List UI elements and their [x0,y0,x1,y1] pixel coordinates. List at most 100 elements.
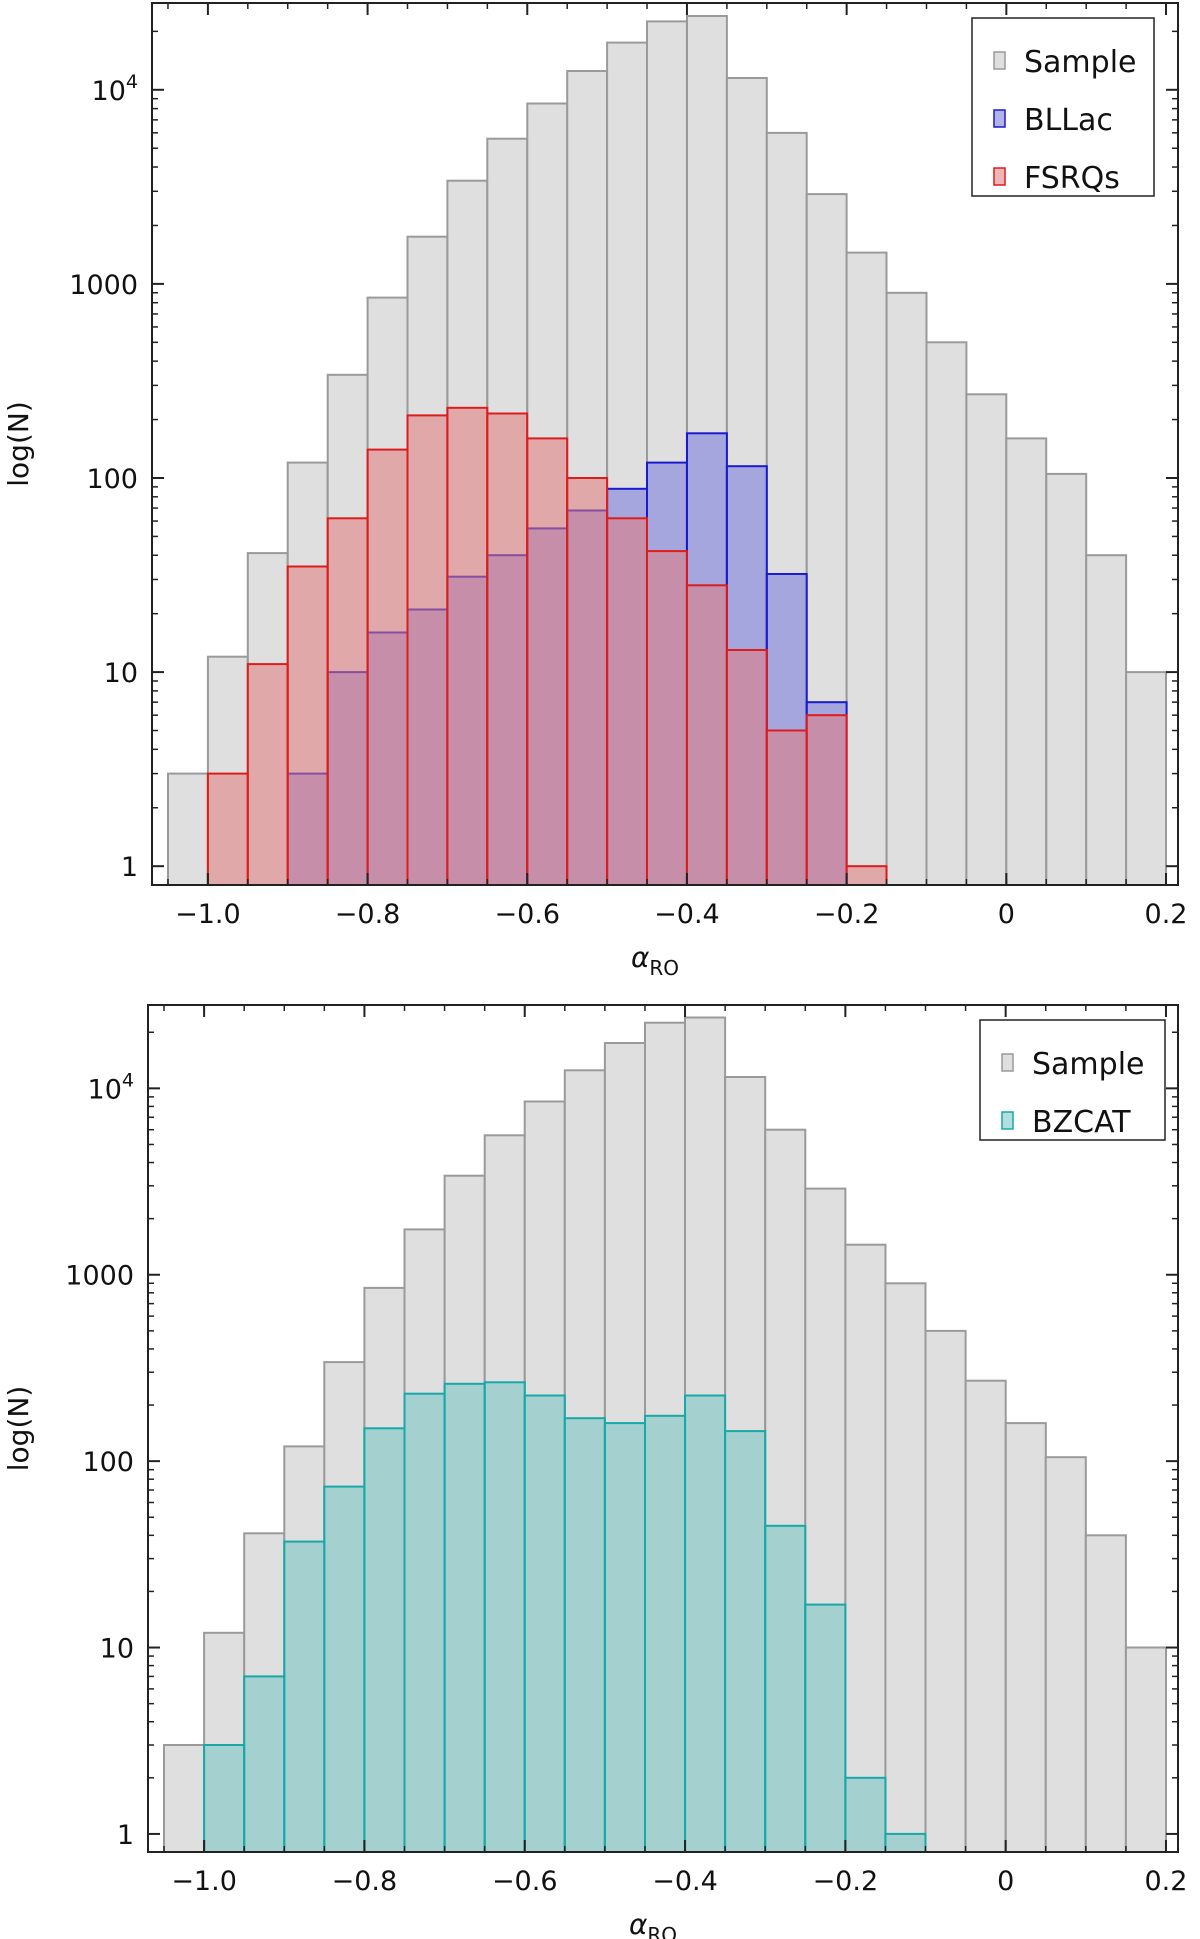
bar-sample [163,1744,206,1853]
bar-sample [1044,1456,1087,1853]
bar-sample [167,772,209,886]
bar-bzcat [283,1540,326,1853]
chart-panel-2: −1.0 −0.8 −0.6 −0.4 −0.2 0 0.2 1 10 100 1000 104 αRO… [2,1004,1188,1939]
y-tick-label: 100 [86,464,138,495]
y-tick-label: 1000 [65,1261,134,1292]
bar-sample [924,1329,967,1853]
bar-sample [925,341,968,886]
y-tick-label: 10 [104,658,138,689]
x-axis-label: αRO [631,941,679,980]
legend: Sample BZCAT [979,1019,1166,1141]
series-fsrqs [206,406,888,887]
x-tick-label: −0.8 [335,899,401,930]
bar-sample [1085,554,1128,886]
legend-label-fsrqs: FSRQs [1024,161,1120,196]
bar-bzcat [804,1603,847,1853]
legend-label-sample: Sample [1032,1047,1145,1082]
bar-bzcat [724,1430,767,1853]
bar-bzcat [363,1427,406,1854]
x-tick-label: −0.6 [494,899,560,930]
bar-fsrqs [246,663,289,886]
bar-sample [965,393,1008,886]
legend-swatch-bzcat [1001,1111,1014,1130]
x-tick-label: −0.2 [813,1866,879,1897]
bar-sample [964,1379,1007,1853]
x-tick-label: −0.6 [492,1866,558,1897]
bar-fsrqs [446,406,489,886]
y-tick-label: 1000 [69,270,138,301]
x-tick-label: 0 [998,899,1015,930]
series-bzcat [203,1381,927,1854]
bar-sample [844,1243,887,1853]
bar-bzcat [523,1394,566,1853]
x-tick-label: −0.8 [332,1866,398,1897]
bar-sample [1045,472,1088,886]
bar-sample [884,1282,927,1854]
legend-label-sample: Sample [1024,45,1137,80]
bar-fsrqs [206,772,249,886]
legend-box [971,17,1155,197]
bar-sample [845,251,888,887]
bar-fsrqs [606,517,648,886]
chart-panel-1: −1.0 −0.8 −0.6 −0.4 −0.2 0 0.2 1 10 100 1000 104 αRO… [2,2,1188,980]
y-tick-label: 104 [92,71,138,107]
x-tick-label: −0.2 [814,899,880,930]
bar-fsrqs [286,565,329,886]
x-tick-label: −1.0 [171,1866,237,1897]
legend-swatch-sample [993,51,1006,70]
y-tick-label: 104 [88,1069,134,1105]
x-tick-label: −0.4 [652,1866,718,1897]
legend-swatch-sample [1001,1053,1014,1072]
legend-label-bllac: BLLac [1024,103,1113,138]
legend-swatch-bllac [993,109,1006,128]
bar-fsrqs [366,448,409,886]
bar-bzcat [563,1417,606,1853]
y-tick-label: 100 [82,1447,134,1478]
bar-bzcat [403,1392,446,1853]
bar-bzcat [203,1744,246,1853]
bar-fsrqs [646,550,688,886]
y-tick-label: 10 [100,1634,134,1665]
plot-frame [147,1004,1179,1853]
bar-fsrqs [725,649,768,886]
legend-swatch-fsrqs [993,167,1006,186]
bar-fsrqs [526,437,569,886]
bar-bzcat [764,1524,807,1854]
bar-bzcat [644,1414,687,1854]
bar-sample [1004,1422,1047,1853]
x-tick-label: −0.4 [654,899,720,930]
bar-fsrqs [486,412,529,886]
bar-fsrqs [686,584,728,886]
bar-fsrqs [845,865,888,887]
bar-bzcat [844,1776,887,1854]
y-axis-label: log(N) [2,401,35,486]
bar-fsrqs [326,517,369,886]
bar-fsrqs [406,414,449,886]
x-tick-label: 0.2 [1145,899,1188,930]
bar-bzcat [323,1485,366,1853]
bar-fsrqs [566,477,609,886]
bar-bzcat [443,1382,486,1854]
bar-fsrqs [765,729,808,886]
y-tick-label: 1 [117,1820,134,1851]
bar-sample [1084,1534,1127,1854]
legend-label-bzcat: BZCAT [1032,1105,1131,1140]
bar-bzcat [684,1394,727,1853]
bar-bzcat [603,1422,647,1853]
x-axis-label: αRO [629,1908,677,1939]
y-axis-label: log(N) [2,1386,35,1471]
bar-sample [1124,1646,1168,1853]
bar-sample [1125,671,1167,886]
x-tick-label: 0.2 [1145,1866,1188,1897]
bar-bzcat [243,1675,286,1854]
bar-fsrqs [805,714,848,887]
bar-sample [1005,437,1048,886]
bar-sample [885,291,928,886]
bar-bzcat [884,1832,927,1854]
x-tick-label: 0 [997,1866,1014,1897]
bar-bzcat [483,1381,526,1854]
x-tick-label: −1.0 [175,899,241,930]
legend: Sample BLLac FSRQs [971,17,1155,197]
y-tick-label: 1 [121,852,138,883]
